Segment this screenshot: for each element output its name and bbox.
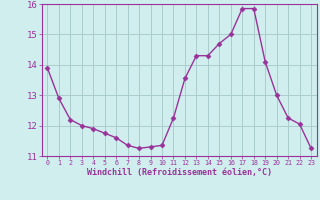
X-axis label: Windchill (Refroidissement éolien,°C): Windchill (Refroidissement éolien,°C) bbox=[87, 168, 272, 177]
